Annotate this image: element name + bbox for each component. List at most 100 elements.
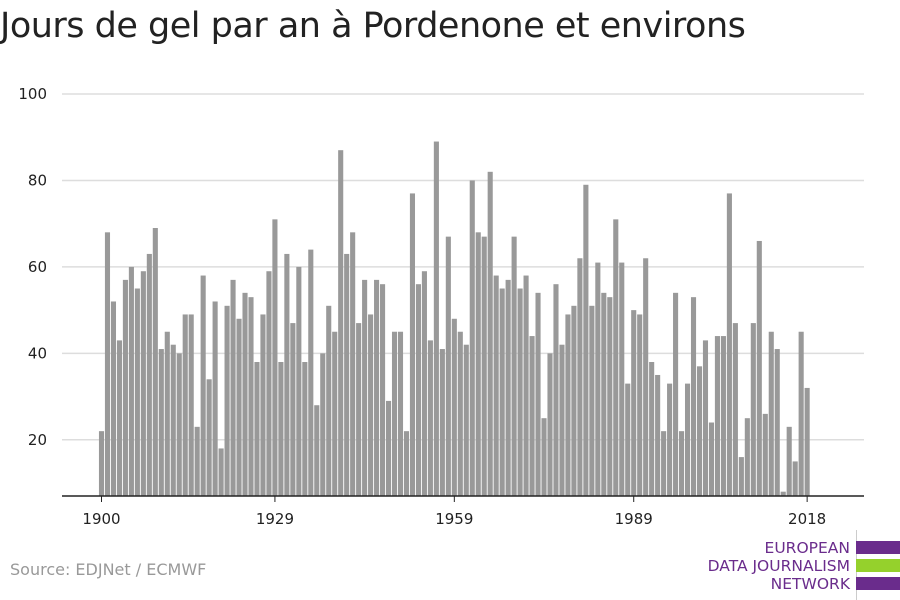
bar-1906	[134, 288, 140, 496]
bar-1907	[140, 271, 146, 496]
bar-1967	[499, 288, 505, 496]
bar-1997	[679, 431, 685, 496]
x-tick-label: 2018	[788, 510, 826, 528]
bar-1926	[254, 362, 260, 496]
logo-line-1: EUROPEAN	[764, 539, 850, 557]
bar-1958	[445, 236, 451, 497]
bar-1982	[589, 305, 595, 496]
bar-2000	[696, 366, 703, 496]
logo-bar-purple-top	[856, 541, 900, 554]
bar-1928	[266, 271, 272, 496]
bar-2014	[780, 491, 786, 496]
bar-1914	[182, 314, 188, 496]
bar-1951	[403, 431, 410, 496]
bar-1909	[152, 228, 158, 496]
bar-1944	[362, 279, 368, 496]
bar-1902	[110, 301, 117, 496]
bar-1916	[194, 426, 200, 496]
x-tick-label: 1900	[82, 510, 120, 528]
bar-1975	[547, 353, 553, 496]
bar-1939	[332, 331, 338, 496]
bar-1990	[637, 314, 643, 496]
bar-1923	[236, 318, 242, 496]
logo-bar-green	[856, 559, 900, 572]
y-tick-label: 60	[28, 258, 47, 276]
bar-2009	[750, 323, 756, 496]
bar-1960	[457, 331, 463, 496]
bar-1996	[673, 292, 679, 496]
bar-1971	[523, 275, 529, 496]
x-tick-label: 1929	[256, 510, 294, 528]
bar-2002	[708, 422, 715, 496]
bar-1922	[230, 279, 236, 496]
bar-1950	[397, 331, 404, 496]
bar-1905	[128, 266, 134, 496]
bar-1959	[451, 318, 457, 496]
bar-1953	[415, 284, 421, 496]
bar-1934	[302, 362, 308, 496]
bar-1994	[661, 431, 667, 496]
bar-1908	[146, 253, 152, 496]
bar-1901	[104, 232, 111, 497]
bar-2015	[786, 426, 792, 496]
bar-1956	[433, 141, 439, 496]
bar-1970	[517, 288, 523, 496]
bar-1941	[344, 253, 350, 496]
bar-1991	[643, 258, 649, 496]
bar-1903	[116, 340, 122, 496]
bar-1965	[487, 171, 493, 496]
x-tick-label: 1989	[615, 510, 653, 528]
bar-1921	[224, 305, 230, 496]
bar-1955	[427, 340, 433, 496]
bar-1924	[242, 292, 248, 496]
bar-1910	[158, 349, 164, 496]
bar-1948	[385, 400, 392, 496]
bar-1974	[541, 418, 547, 496]
bar-1977	[559, 344, 565, 496]
bar-1912	[170, 344, 176, 496]
bar-1918	[206, 379, 212, 496]
bar-1986	[613, 219, 619, 496]
bar-1943	[356, 323, 362, 496]
x-tick-label: 1959	[435, 510, 473, 528]
bar-1998	[684, 383, 691, 496]
bar-2005	[726, 193, 732, 496]
bar-2007	[738, 457, 744, 496]
bar-1933	[296, 266, 302, 496]
bar-1999	[690, 297, 697, 496]
bar-1978	[565, 314, 571, 496]
y-tick-label: 40	[28, 344, 47, 362]
y-axis-ticks: 20 40 60 80 100	[18, 85, 47, 449]
bar-1992	[649, 362, 655, 496]
bar-1919	[212, 301, 218, 496]
bar-1937	[320, 353, 326, 496]
bar-1938	[326, 305, 332, 496]
bar-1904	[122, 279, 128, 496]
bar-1962	[469, 180, 475, 497]
bar-1929	[272, 219, 278, 496]
bar-1920	[218, 448, 224, 496]
bar-1947	[380, 284, 386, 496]
bar-1935	[308, 249, 314, 496]
bar-1964	[481, 236, 487, 497]
source-note: Source: EDJNet / ECMWF	[10, 560, 207, 579]
bar-1936	[314, 405, 320, 496]
bar-1932	[290, 323, 296, 496]
bar-1993	[655, 374, 661, 496]
bar-1913	[176, 353, 182, 496]
bar-2008	[744, 418, 750, 496]
bar-2011	[762, 413, 768, 496]
bar-1983	[595, 262, 601, 496]
bars	[98, 141, 810, 497]
chart-title: Jours de gel par an à Pordenone et envir…	[0, 6, 746, 46]
bar-2010	[756, 240, 762, 496]
bar-1915	[188, 314, 194, 496]
bar-1981	[583, 184, 589, 496]
bar-1930	[278, 362, 284, 496]
bar-1931	[284, 253, 290, 496]
bar-2006	[732, 323, 738, 496]
bar-1979	[571, 305, 577, 496]
bar-1985	[607, 297, 613, 496]
bar-2013	[774, 349, 780, 496]
